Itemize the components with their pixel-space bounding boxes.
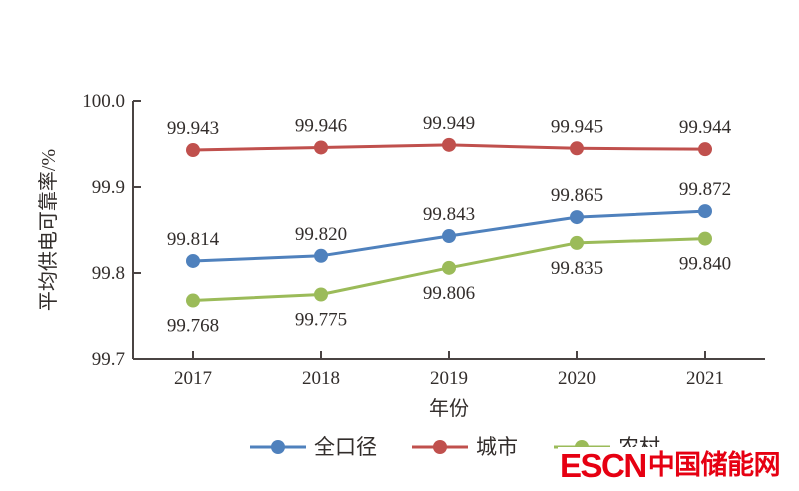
y-tick-label: 99.7 (92, 349, 125, 370)
data-label: 99.946 (295, 115, 347, 136)
y-axis-title: 平均供电可靠率/% (37, 149, 60, 311)
data-point (570, 210, 584, 225)
escn-watermark: ESCN 中国储能网 (558, 446, 785, 484)
data-point (442, 137, 456, 152)
legend-item-0: 全口径 (250, 435, 377, 459)
data-point (570, 235, 584, 250)
data-label: 99.943 (167, 118, 219, 139)
data-label: 99.775 (295, 310, 347, 331)
data-label: 99.814 (167, 229, 220, 250)
data-point (314, 248, 328, 263)
data-point (442, 229, 456, 244)
data-label: 99.768 (167, 316, 219, 337)
data-label: 99.843 (423, 204, 475, 225)
x-tick-label: 2021 (686, 368, 724, 389)
data-label: 99.820 (295, 224, 347, 245)
data-point (698, 142, 712, 157)
x-tick-label: 2018 (302, 368, 340, 389)
data-point (698, 204, 712, 219)
x-tick-label: 2019 (430, 368, 468, 389)
y-tick-label: 100.0 (82, 91, 125, 112)
data-label: 99.944 (679, 117, 732, 138)
data-point (570, 141, 584, 156)
data-point (186, 293, 200, 308)
x-tick-label: 2020 (558, 368, 596, 389)
legend-label: 城市 (476, 435, 518, 459)
legend-item-1: 城市 (412, 435, 518, 459)
data-label: 99.835 (551, 258, 603, 279)
escn-logo-zh: 中国储能网 (647, 449, 781, 480)
data-point (314, 287, 328, 302)
data-point (442, 260, 456, 275)
y-tick-label: 99.9 (92, 177, 125, 198)
data-label: 99.872 (679, 179, 731, 200)
data-label: 99.806 (423, 283, 475, 304)
escn-logo-en-icon: ESCN (560, 446, 647, 484)
data-point (314, 140, 328, 155)
data-point (186, 143, 200, 158)
data-label: 99.840 (679, 254, 731, 275)
data-point (186, 253, 200, 268)
data-label: 99.945 (551, 116, 603, 137)
data-label: 99.949 (423, 113, 475, 134)
x-tick-label: 2017 (174, 368, 212, 389)
data-point (698, 231, 712, 246)
x-axis-title: 年份 (429, 397, 469, 420)
legend-marker-icon (271, 440, 285, 454)
legend-label: 全口径 (314, 435, 377, 459)
data-label: 99.865 (551, 185, 603, 206)
legend-marker-icon (433, 440, 447, 454)
y-tick-label: 99.8 (92, 263, 125, 284)
